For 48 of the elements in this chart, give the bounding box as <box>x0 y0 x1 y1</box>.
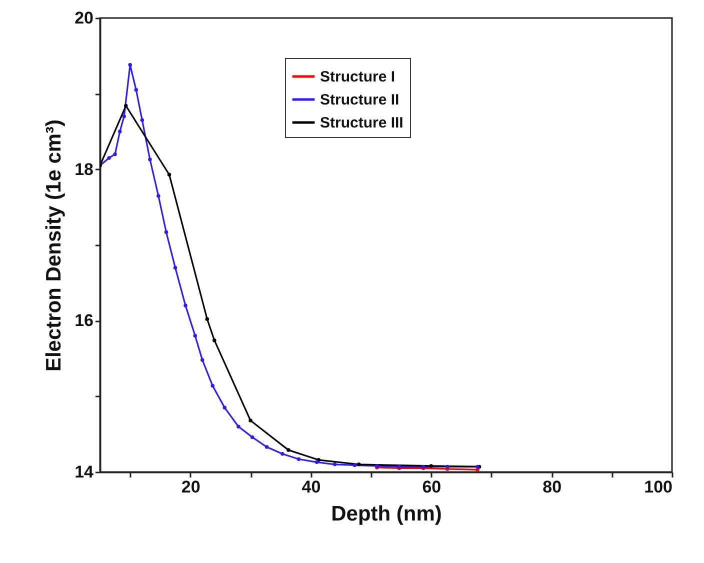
point <box>296 457 301 462</box>
legend-label: Structure III <box>320 114 404 132</box>
point <box>222 406 227 410</box>
legend-label: Structure I <box>320 68 396 86</box>
point <box>128 63 132 67</box>
point <box>156 194 160 198</box>
point <box>314 460 319 464</box>
point <box>118 130 122 134</box>
point <box>167 172 172 176</box>
x-tick-label: 20 <box>181 478 200 496</box>
point <box>173 266 178 270</box>
point <box>140 118 144 122</box>
point <box>122 114 126 118</box>
point <box>476 468 480 472</box>
y-tick-label: 14 <box>74 462 94 482</box>
point <box>205 317 210 322</box>
point <box>264 445 269 449</box>
point <box>286 448 290 452</box>
point <box>357 462 361 466</box>
point <box>113 152 117 156</box>
legend-label: Structure II <box>320 92 400 108</box>
point <box>210 384 214 388</box>
point <box>236 424 240 428</box>
y-axis-title: Electron Density (1e cm³) <box>42 119 66 372</box>
point <box>248 418 252 422</box>
x-tick-label: 100 <box>644 478 672 496</box>
x-tick-label: 60 <box>422 478 442 496</box>
point <box>134 88 138 92</box>
x-tick-label: 40 <box>302 478 321 496</box>
point <box>193 334 198 338</box>
y-tick-label: 16 <box>74 311 94 330</box>
point <box>148 158 152 162</box>
point <box>164 230 168 234</box>
y-tick-label: 20 <box>74 8 94 28</box>
point <box>124 104 128 108</box>
x-axis-title: Depth (nm) <box>331 502 442 526</box>
point <box>184 304 188 308</box>
point <box>107 156 111 160</box>
point <box>332 462 337 466</box>
point <box>212 338 216 342</box>
point <box>446 464 450 469</box>
point <box>200 358 204 362</box>
point <box>250 435 254 440</box>
point <box>352 463 357 468</box>
x-tick-label: 80 <box>542 478 562 496</box>
point <box>280 452 284 456</box>
point <box>429 464 434 468</box>
y-tick-label: 18 <box>74 160 94 179</box>
